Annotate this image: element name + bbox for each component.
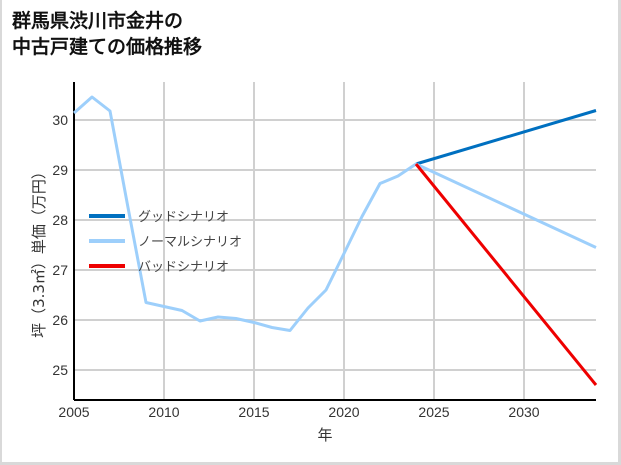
x-tick-label: 2015 (238, 404, 269, 420)
series-line (415, 109, 597, 166)
chart-title-line-2: 中古戸建ての価格推移 (12, 36, 203, 58)
legend-label: グッドシナリオ (138, 210, 229, 225)
x-tick-label: 2020 (328, 404, 359, 420)
y-tick-label: 28 (52, 212, 68, 228)
chart-title: 群馬県渋川市金井の 中古戸建ての価格推移 (12, 8, 202, 60)
y-tick-label: 26 (52, 312, 68, 328)
y-tick-label: 27 (52, 262, 68, 278)
series-line (414, 163, 598, 386)
y-tick-label: 30 (52, 112, 68, 128)
y-tick-label: 25 (52, 362, 68, 378)
x-tick-label: 2005 (58, 404, 89, 420)
x-axis-label: 年 (317, 426, 332, 444)
y-tick-label: 29 (52, 162, 68, 178)
y-axis-label: 坪（3.3㎡）単価（万円） (30, 164, 48, 338)
legend-label: バッドシナリオ (138, 260, 229, 275)
x-tick-label: 2010 (148, 404, 179, 420)
chart-title-line-1: 群馬県渋川市金井の (12, 10, 184, 32)
x-tick-label: 2030 (508, 404, 539, 420)
legend-label: ノーマルシナリオ (138, 235, 242, 250)
series-line (73, 95, 597, 332)
x-tick-label: 2025 (418, 404, 449, 420)
